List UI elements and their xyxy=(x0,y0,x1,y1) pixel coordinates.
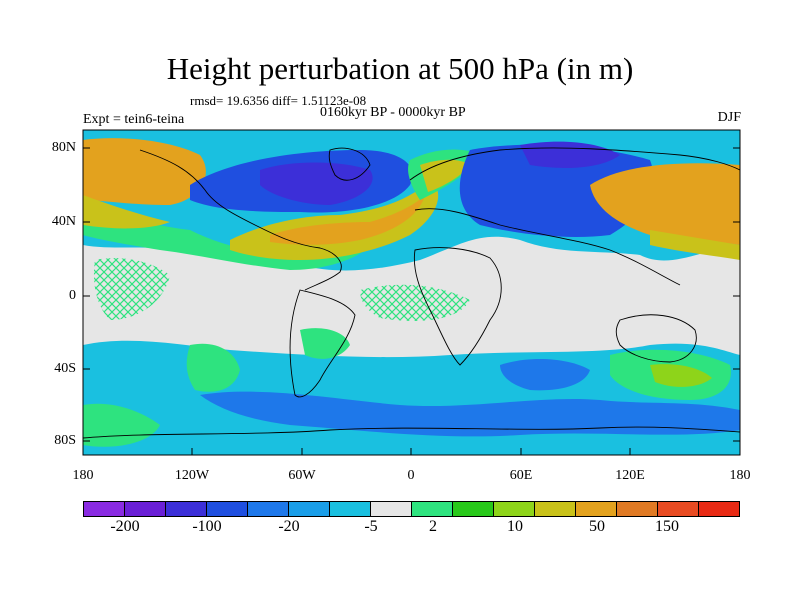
contour-yellow-north-pacific xyxy=(83,195,170,229)
colorbar-label: -100 xyxy=(192,518,222,535)
colorbar-swatch xyxy=(535,502,576,516)
lat-label-80n: 80N xyxy=(51,140,76,155)
contour-orange-north-pacific xyxy=(83,138,206,205)
lat-label-0: 0 xyxy=(69,288,76,303)
contour-blue-indian-ocean xyxy=(500,358,590,391)
coastline-north-america xyxy=(139,149,342,291)
lat-label-40s: 40S xyxy=(54,361,76,376)
lon-label-120e: 120E xyxy=(615,468,645,483)
lat-label-80s: 80S xyxy=(54,433,76,448)
colorbar-swatch xyxy=(289,502,330,516)
contour-purple-north-atlantic xyxy=(260,162,373,205)
contour-field xyxy=(83,130,740,455)
lon-label-120w: 120W xyxy=(174,468,210,483)
colorbar-label: 2 xyxy=(429,518,437,535)
contour-yellow-north-pacific-east xyxy=(650,230,740,260)
lat-tick-marks xyxy=(83,147,740,442)
experiment-label: Expt = tein6-teina xyxy=(83,112,185,127)
lat-label-40n: 40N xyxy=(51,214,76,229)
colorbar-label: -5 xyxy=(364,518,378,535)
colorbar-label: -20 xyxy=(278,518,300,535)
colorbar-swatch xyxy=(617,502,658,516)
colorbar-swatch xyxy=(699,502,739,516)
lon-label-60w: 60W xyxy=(288,468,316,483)
contour-green-southeast-pacific xyxy=(300,328,350,359)
colorbar-swatch xyxy=(576,502,617,516)
coastline-eurasia xyxy=(409,147,740,286)
contour-orange-north-pacific-east xyxy=(590,163,740,245)
colorbar-swatch xyxy=(125,502,166,516)
contour-hatched-tropics xyxy=(93,258,170,320)
coastline-australia xyxy=(615,314,697,363)
coastline-greenland xyxy=(328,147,371,181)
colorbar-swatch xyxy=(453,502,494,516)
colorbar xyxy=(83,501,740,517)
contour-green-north xyxy=(83,200,390,270)
colorbar-label: -200 xyxy=(110,518,140,535)
colorbar-swatch xyxy=(330,502,371,516)
stats-text: rmsd= 19.6356 diff= 1.51123e-08 xyxy=(190,93,367,108)
contour-green-antarctic xyxy=(83,403,160,447)
lon-tick-marks xyxy=(82,448,741,455)
contour-hatched-africa xyxy=(360,284,470,321)
coastline-antarctica xyxy=(83,426,740,439)
colorbar-swatch xyxy=(494,502,535,516)
colorbar-label: 150 xyxy=(655,518,679,535)
colorbar-swatch xyxy=(207,502,248,516)
lon-label-180w: 180 xyxy=(72,468,94,483)
contour-blue-south xyxy=(200,391,740,437)
lon-label-0: 0 xyxy=(407,468,415,483)
colorbar-swatch xyxy=(248,502,289,516)
colorbar-swatch xyxy=(658,502,699,516)
contour-orange-north-america xyxy=(270,195,425,245)
colorbar-swatch xyxy=(84,502,125,516)
colorbar-label: 50 xyxy=(589,518,605,535)
colorbar-swatch xyxy=(371,502,412,516)
period-text: 0160kyr BP - 0000kyr BP xyxy=(320,105,466,120)
contour-yellow-australia xyxy=(650,364,712,387)
plot-title: Height perturbation at 500 hPa (in m) xyxy=(166,51,634,86)
coastline-south-america xyxy=(289,289,356,398)
lon-label-180e: 180 xyxy=(729,468,751,483)
colorbar-swatch xyxy=(412,502,453,516)
lon-label-60e: 60E xyxy=(509,468,533,483)
colorbar-label: 10 xyxy=(507,518,523,535)
contour-blue-eurasia xyxy=(459,144,654,237)
colorbar-swatch xyxy=(166,502,207,516)
contour-yellow-europe xyxy=(420,159,470,192)
contour-green-south-america xyxy=(186,343,240,392)
coastline-africa xyxy=(413,247,502,366)
season-label: DJF xyxy=(717,110,741,125)
